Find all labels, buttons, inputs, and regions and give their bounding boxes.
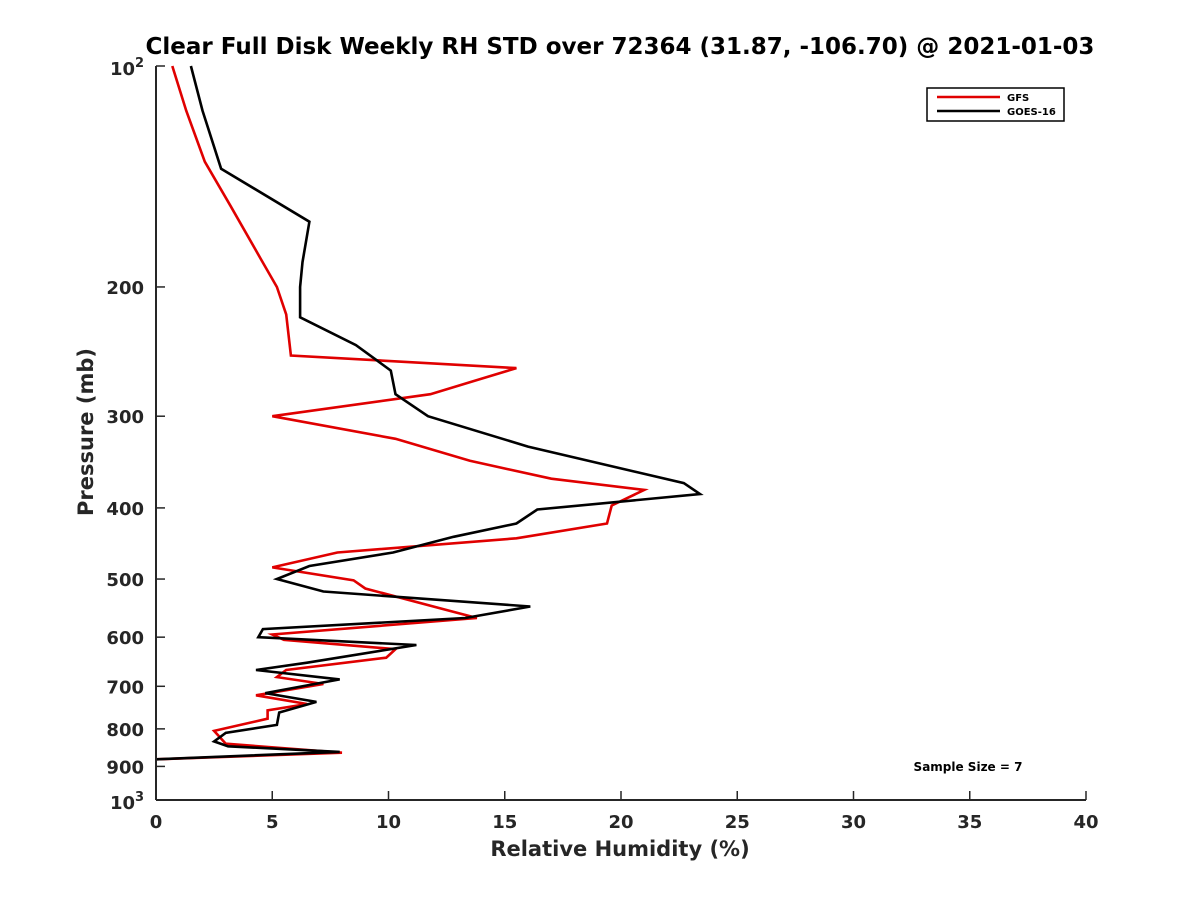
- y-tick-label: 800: [106, 720, 144, 741]
- y-tick-label: 10: [110, 59, 135, 80]
- y-tick-label: 10: [110, 793, 135, 814]
- series-line-goes-16: [155, 65, 704, 761]
- sample-size-annotation: Sample Size = 7: [914, 760, 1023, 774]
- chart-title: Clear Full Disk Weekly RH STD over 72364…: [146, 34, 1095, 60]
- y-tick-label: 600: [106, 628, 144, 649]
- x-tick-label: 5: [266, 812, 279, 833]
- y-tick-label: 900: [106, 757, 144, 778]
- plot-area: [155, 65, 1086, 800]
- legend: GFS GOES-16: [926, 87, 1065, 122]
- x-tick-label: 35: [957, 812, 982, 833]
- y-tick-exponent: 2: [135, 56, 144, 71]
- legend-label-gfs: GFS: [1007, 93, 1029, 104]
- y-tick-label: 300: [106, 407, 144, 428]
- plot-background: [156, 66, 1086, 800]
- x-tick-label: 20: [608, 812, 633, 833]
- y-axis-label: Pressure (mb): [74, 348, 98, 516]
- x-tick-label: 30: [841, 812, 866, 833]
- x-ticks: 0 5 10 15 20 25 30 35 40: [150, 791, 1099, 833]
- legend-box: [926, 87, 1065, 122]
- series-line-gfs: [155, 65, 649, 761]
- x-tick-label: 40: [1073, 812, 1098, 833]
- x-tick-label: 15: [492, 812, 517, 833]
- x-tick-label: 10: [376, 812, 401, 833]
- axes: 0 5 10 15 20 25 30 35 40 10 220030040050060070080…: [106, 56, 1098, 833]
- y-tick-label: 200: [106, 278, 144, 299]
- y-tick-label: 500: [106, 570, 144, 591]
- x-tick-label: 25: [725, 812, 750, 833]
- y-tick-label: 700: [106, 677, 144, 698]
- series-layer: [155, 65, 704, 761]
- x-axis-label: Relative Humidity (%): [490, 837, 749, 861]
- y-tick-label: 400: [106, 499, 144, 520]
- legend-label-goes-16: GOES-16: [1007, 107, 1056, 118]
- y-tick-exponent: 3: [135, 790, 144, 805]
- x-tick-label: 0: [150, 812, 163, 833]
